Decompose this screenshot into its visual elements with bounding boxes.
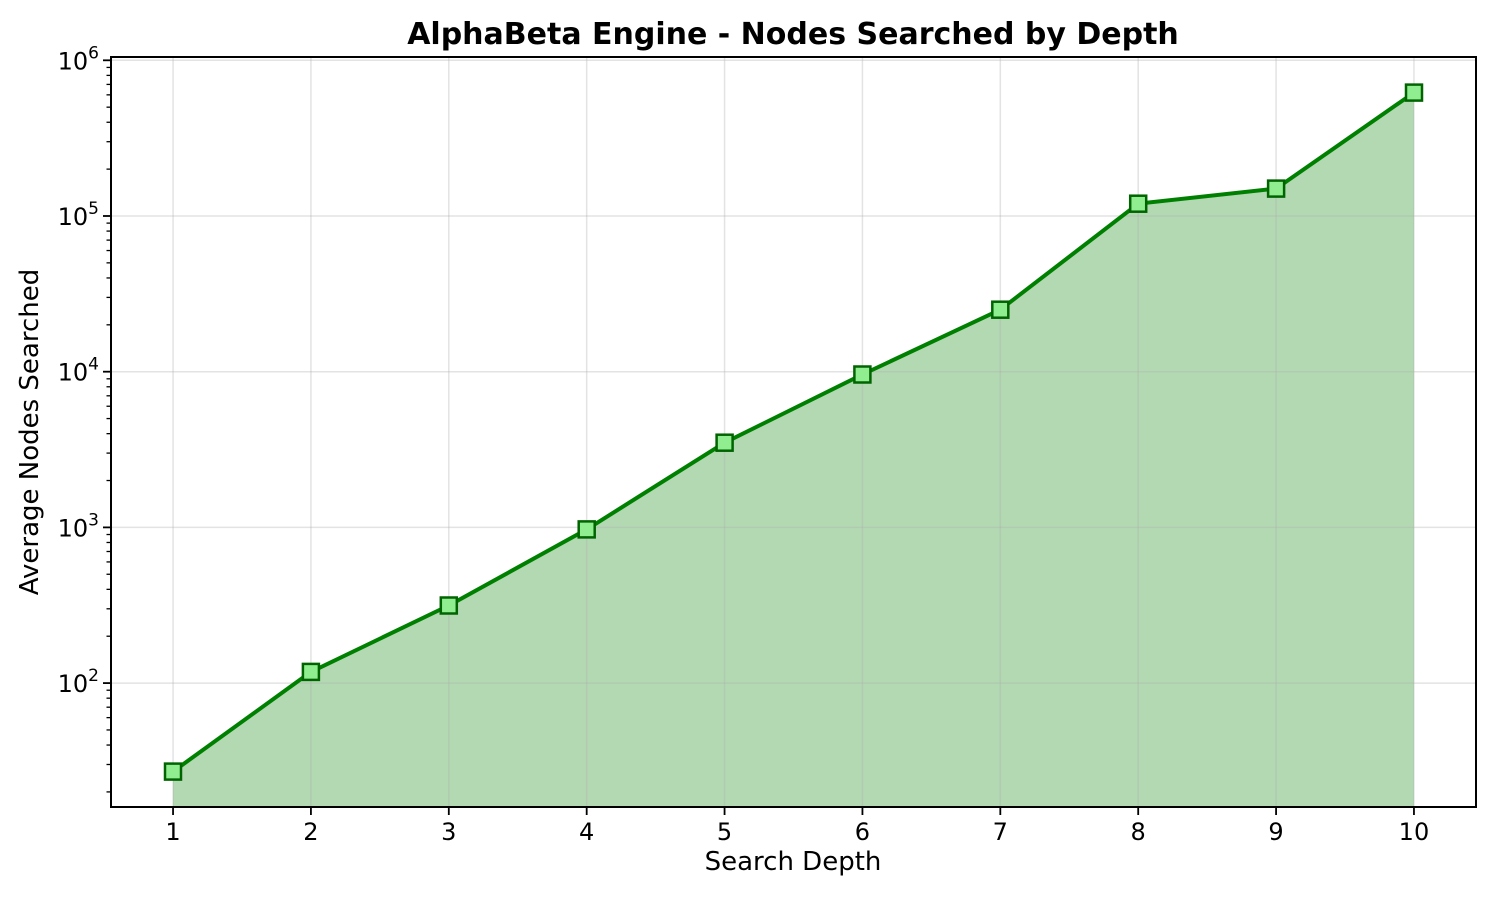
x-tick-label: 1 [165, 818, 180, 846]
data-point-marker [163, 762, 183, 781]
data-point-marker [439, 596, 459, 615]
x-tick-label: 7 [993, 818, 1008, 846]
data-point-marker [991, 300, 1010, 319]
x-tick-label: 10 [1399, 818, 1430, 846]
y-axis-label: Average Nodes Searched [15, 269, 45, 596]
x-tick-label: 9 [1268, 818, 1283, 846]
y-tick-labels: 102 103 104 105 106 [58, 43, 99, 698]
data-point-marker [301, 662, 321, 682]
data-point-marker [853, 365, 872, 384]
data-point-marker [1128, 194, 1148, 213]
data-point-marker [715, 433, 734, 452]
x-axis-ticks [172, 807, 1415, 815]
y-tick-label: 102 [58, 666, 99, 698]
y-tick-label: 106 [58, 43, 99, 75]
x-tick-label: 4 [579, 818, 594, 846]
y-tick-label: 103 [58, 510, 99, 542]
x-tick-labels: 1 2 3 4 5 6 7 8 9 10 [165, 818, 1429, 846]
chart-title: AlphaBeta Engine - Nodes Searched by Dep… [407, 17, 1179, 52]
plot-border [110, 56, 1477, 808]
x-tick-label: 5 [717, 818, 732, 846]
x-tick-label: 6 [855, 818, 870, 846]
y-tick-label: 104 [58, 355, 99, 387]
y-axis-ticks [103, 59, 111, 793]
x-tick-label: 3 [441, 818, 456, 846]
x-axis-label: Search Depth [705, 847, 882, 877]
x-tick-label: 2 [303, 818, 318, 846]
area-fill [173, 92, 1414, 808]
x-tick-label: 8 [1131, 818, 1146, 846]
data-point-marker [1266, 179, 1286, 198]
data-point-marker [577, 520, 596, 539]
gridlines [111, 57, 1476, 807]
data-markers [163, 83, 1424, 781]
data-point-marker [1404, 83, 1424, 102]
data-line [171, 90, 1416, 774]
y-tick-label: 105 [58, 199, 99, 231]
